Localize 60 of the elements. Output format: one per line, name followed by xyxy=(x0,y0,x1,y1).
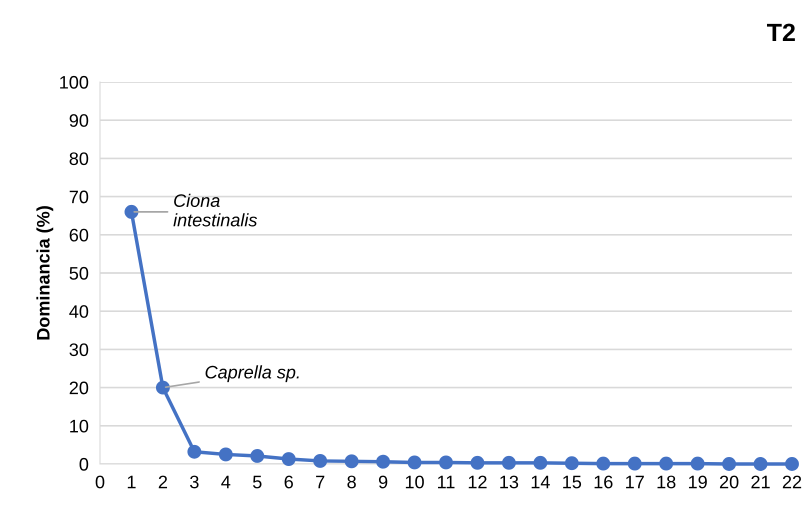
point xyxy=(376,454,390,469)
x-tick-label: 18 xyxy=(658,476,676,488)
x-tick-label: 0 xyxy=(96,476,104,488)
point xyxy=(785,457,799,471)
x-tick-label: 9 xyxy=(378,476,388,488)
x-tick-label: 5 xyxy=(252,476,262,488)
x-tick-label: 1 xyxy=(128,476,136,488)
point xyxy=(218,448,233,462)
point xyxy=(564,456,579,470)
x-tick-label: 6 xyxy=(284,476,293,488)
point xyxy=(659,456,674,471)
y-tick-label: 70 xyxy=(70,190,88,204)
point xyxy=(439,456,453,470)
point xyxy=(690,456,705,471)
annotation: Ciona intestinalis xyxy=(173,194,258,226)
y-tick-label: 10 xyxy=(70,420,88,433)
x-tick-label: 21 xyxy=(751,476,770,488)
x-tick-label: 19 xyxy=(688,476,707,488)
point xyxy=(408,456,422,470)
x-tick-label: 7 xyxy=(316,476,324,488)
x-tick-label: 14 xyxy=(532,476,550,488)
point xyxy=(187,444,202,459)
point xyxy=(628,456,642,471)
x-tick-label: 12 xyxy=(468,476,487,488)
x-tick-label: 8 xyxy=(347,476,356,488)
y-tick-label: 0 xyxy=(80,458,88,471)
point xyxy=(124,204,138,219)
y-tick-label: 50 xyxy=(70,266,88,280)
x-tick-label: 10 xyxy=(406,476,424,488)
annotation: Caprella sp. xyxy=(206,365,299,382)
point xyxy=(282,452,296,466)
x-tick-label: 3 xyxy=(190,476,199,488)
y-tick-label: 20 xyxy=(70,382,88,394)
point xyxy=(156,380,170,395)
y-axis-title: Dominancia (%) xyxy=(36,206,54,340)
x-tick-label: 15 xyxy=(563,476,582,488)
y-tick-label: 100 xyxy=(60,76,88,89)
point xyxy=(344,454,359,468)
point xyxy=(313,454,328,468)
point xyxy=(596,456,610,471)
x-tick-label: 17 xyxy=(626,476,644,488)
y-tick-label: 40 xyxy=(69,305,88,318)
x-tick-label: 20 xyxy=(720,476,738,488)
y-tick-label: 30 xyxy=(69,343,88,356)
chart-title: T2 xyxy=(766,24,795,42)
point xyxy=(502,456,516,470)
y-tick-label: 80 xyxy=(70,152,88,166)
point xyxy=(250,449,264,463)
point xyxy=(533,456,548,470)
x-tick-label: 11 xyxy=(438,476,454,488)
point xyxy=(722,457,736,471)
y-tick-label: 60 xyxy=(70,228,88,242)
point xyxy=(470,456,484,470)
x-tick-label: 4 xyxy=(221,476,230,488)
x-tick-label: 13 xyxy=(500,476,518,488)
y-tick-label: 90 xyxy=(70,114,88,127)
point xyxy=(754,457,768,471)
x-tick-label: 22 xyxy=(782,476,802,488)
x-tick-label: 2 xyxy=(158,476,168,488)
x-tick-label: 16 xyxy=(594,476,613,488)
